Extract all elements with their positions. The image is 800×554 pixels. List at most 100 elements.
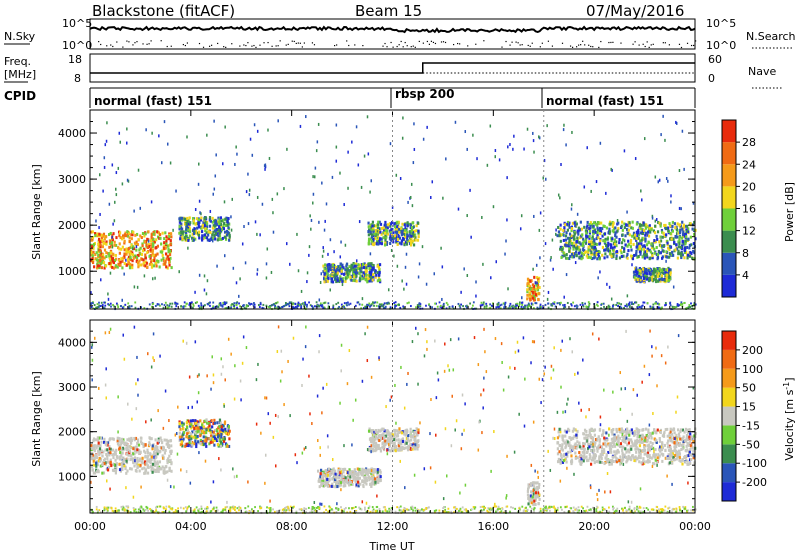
range-gate-cell [116, 439, 119, 443]
range-gate-cell [671, 305, 674, 308]
range-gate-cell [389, 142, 392, 146]
range-gate-cell [385, 225, 388, 229]
range-gate-cell [618, 241, 621, 245]
range-gate-cell [184, 305, 187, 308]
range-gate-cell [340, 479, 343, 483]
range-gate-cell [91, 301, 94, 304]
noise-search-point [293, 40, 295, 43]
range-gate-cell [269, 304, 272, 307]
range-gate-cell [332, 304, 335, 307]
range-gate-cell [365, 482, 368, 486]
range-gate-cell [128, 437, 131, 441]
range-gate-cell [654, 274, 657, 278]
range-gate-cell [374, 479, 377, 483]
range-gate-cell [533, 287, 536, 291]
range-gate-cell [189, 424, 192, 428]
range-gate-cell [681, 253, 684, 257]
range-gate-cell [214, 224, 217, 228]
range-gate-cell [431, 180, 434, 184]
range-gate-cell [589, 221, 592, 225]
range-gate-cell [316, 305, 319, 308]
range-gate-cell [647, 268, 650, 272]
range-gate-cell [135, 240, 138, 244]
range-gate-cell [294, 303, 297, 306]
range-gate-cell [643, 223, 646, 227]
range-gate-cell [360, 270, 363, 274]
range-gate-cell [385, 230, 388, 234]
range-gate-cell [339, 265, 342, 269]
range-gate-cell [220, 435, 223, 439]
range-gate-cell [533, 294, 536, 298]
range-gate-cell [184, 237, 187, 241]
range-gate-cell [227, 425, 231, 429]
range-gate-cell [335, 145, 338, 149]
range-gate-cell [228, 233, 231, 237]
range-gate-cell [96, 264, 99, 268]
range-gate-cell [498, 158, 501, 162]
range-gate-cell [164, 260, 167, 264]
range-gate-cell [405, 227, 408, 231]
range-gate-cell [375, 477, 379, 481]
range-gate-cell [650, 242, 653, 246]
range-gate-cell [337, 307, 340, 310]
range-gate-cell [690, 302, 692, 305]
range-gate-cell [658, 303, 661, 306]
noise-search-point [664, 42, 666, 44]
range-gate-cell [635, 237, 638, 241]
range-gate-cell [97, 438, 100, 442]
range-gate-cell [611, 306, 614, 309]
range-gate-cell [131, 266, 134, 270]
range-gate-cell [157, 437, 160, 441]
range-gate-cell [366, 472, 369, 476]
range-gate-cell [183, 222, 187, 226]
range-gate-cell [340, 277, 343, 281]
range-gate-cell [201, 439, 205, 443]
range-gate-cell [393, 234, 397, 238]
range-gate-cell [139, 246, 142, 250]
range-gate-cell [565, 143, 567, 147]
range-gate-cell [101, 463, 104, 467]
range-gate-cell [403, 228, 407, 232]
range-gate-cell [665, 233, 668, 237]
range-gate-cell [370, 179, 373, 183]
range-gate-cell [127, 234, 130, 238]
range-gate-cell [558, 302, 561, 305]
range-gate-cell [641, 244, 644, 248]
range-gate-cell [572, 301, 575, 304]
range-gate-cell [638, 271, 641, 275]
range-gate-cell [106, 460, 110, 464]
range-gate-cell [92, 258, 95, 262]
range-gate-cell [202, 431, 206, 435]
range-gate-cell [641, 236, 644, 240]
range-gate-cell [92, 447, 96, 451]
range-gate-cell [361, 480, 364, 484]
range-gate-cell [588, 302, 591, 305]
range-gate-cell [323, 267, 326, 271]
range-gate-cell [164, 231, 167, 235]
range-gate-cell [135, 232, 139, 236]
range-gate-cell [399, 177, 402, 181]
range-gate-cell [521, 296, 523, 300]
range-gate-cell [623, 222, 626, 226]
range-gate-cell [221, 442, 224, 446]
range-gate-cell [327, 269, 330, 273]
range-gate-cell [643, 253, 646, 257]
range-gate-cell [376, 226, 380, 230]
range-gate-cell [119, 469, 122, 473]
range-gate-cell [635, 252, 638, 256]
range-gate-cell [217, 216, 220, 220]
range-gate-cell [589, 256, 593, 260]
range-gate-cell [626, 252, 629, 256]
range-gate-cell [623, 149, 626, 153]
range-gate-cell [356, 476, 360, 480]
range-gate-cell [661, 230, 664, 234]
range-gate-cell [227, 444, 231, 448]
range-gate-cell [108, 245, 111, 249]
range-gate-cell [288, 301, 291, 304]
range-gate-cell [440, 306, 443, 309]
range-gate-cell [406, 221, 409, 225]
range-gate-cell [214, 307, 217, 310]
range-gate-cell [403, 243, 406, 247]
range-gate-cell [221, 236, 224, 240]
range-gate-cell [617, 302, 620, 305]
